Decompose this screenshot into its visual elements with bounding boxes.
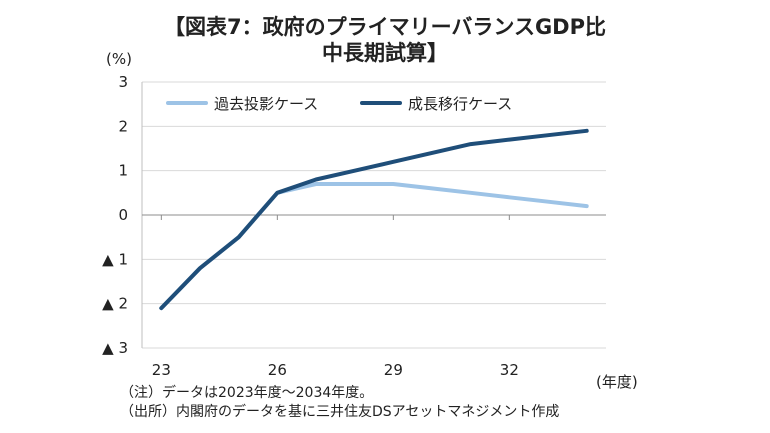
y-tick-label: 1	[118, 162, 128, 180]
y-tick-label: 2	[118, 117, 128, 135]
legend-label-2: 成長移行ケース	[408, 95, 512, 113]
chart-title-line2: 中長期試算】	[322, 41, 448, 65]
x-axis-unit-label: (年度)	[596, 373, 638, 391]
gridlines	[142, 81, 606, 349]
y-axis-unit-label: (%)	[106, 50, 132, 68]
y-tick-label: ▲ 2	[102, 295, 128, 313]
chart-title-line1: 【図表7：政府のプライマリーバランスGDP比	[163, 15, 607, 39]
y-tick-label: 3	[118, 73, 128, 91]
axes	[141, 82, 606, 348]
x-tick-label: 29	[384, 361, 403, 379]
source-line: （出所）内閣府のデータを基に三井住友DSアセットマネジメント作成	[120, 404, 560, 420]
legend: 過去投影ケース 成長移行ケース	[166, 95, 512, 113]
series-line-2	[159, 128, 589, 311]
y-tick-label: 0	[118, 206, 128, 224]
series-lines	[159, 128, 589, 311]
y-tick-labels: 3 2 1 0 ▲ 1 ▲ 2 ▲ 3	[102, 73, 128, 357]
x-tick-label: 26	[268, 361, 287, 379]
x-tick-label: 32	[500, 361, 519, 379]
y-tick-label: ▲ 1	[102, 250, 128, 268]
legend-label-1: 過去投影ケース	[214, 95, 318, 113]
note-line: （注）データは2023年度～2034年度。	[120, 385, 374, 401]
x-tick-labels: 23 26 29 32	[152, 361, 519, 379]
x-tick-label: 23	[152, 361, 171, 379]
y-tick-label: ▲ 3	[102, 339, 128, 357]
